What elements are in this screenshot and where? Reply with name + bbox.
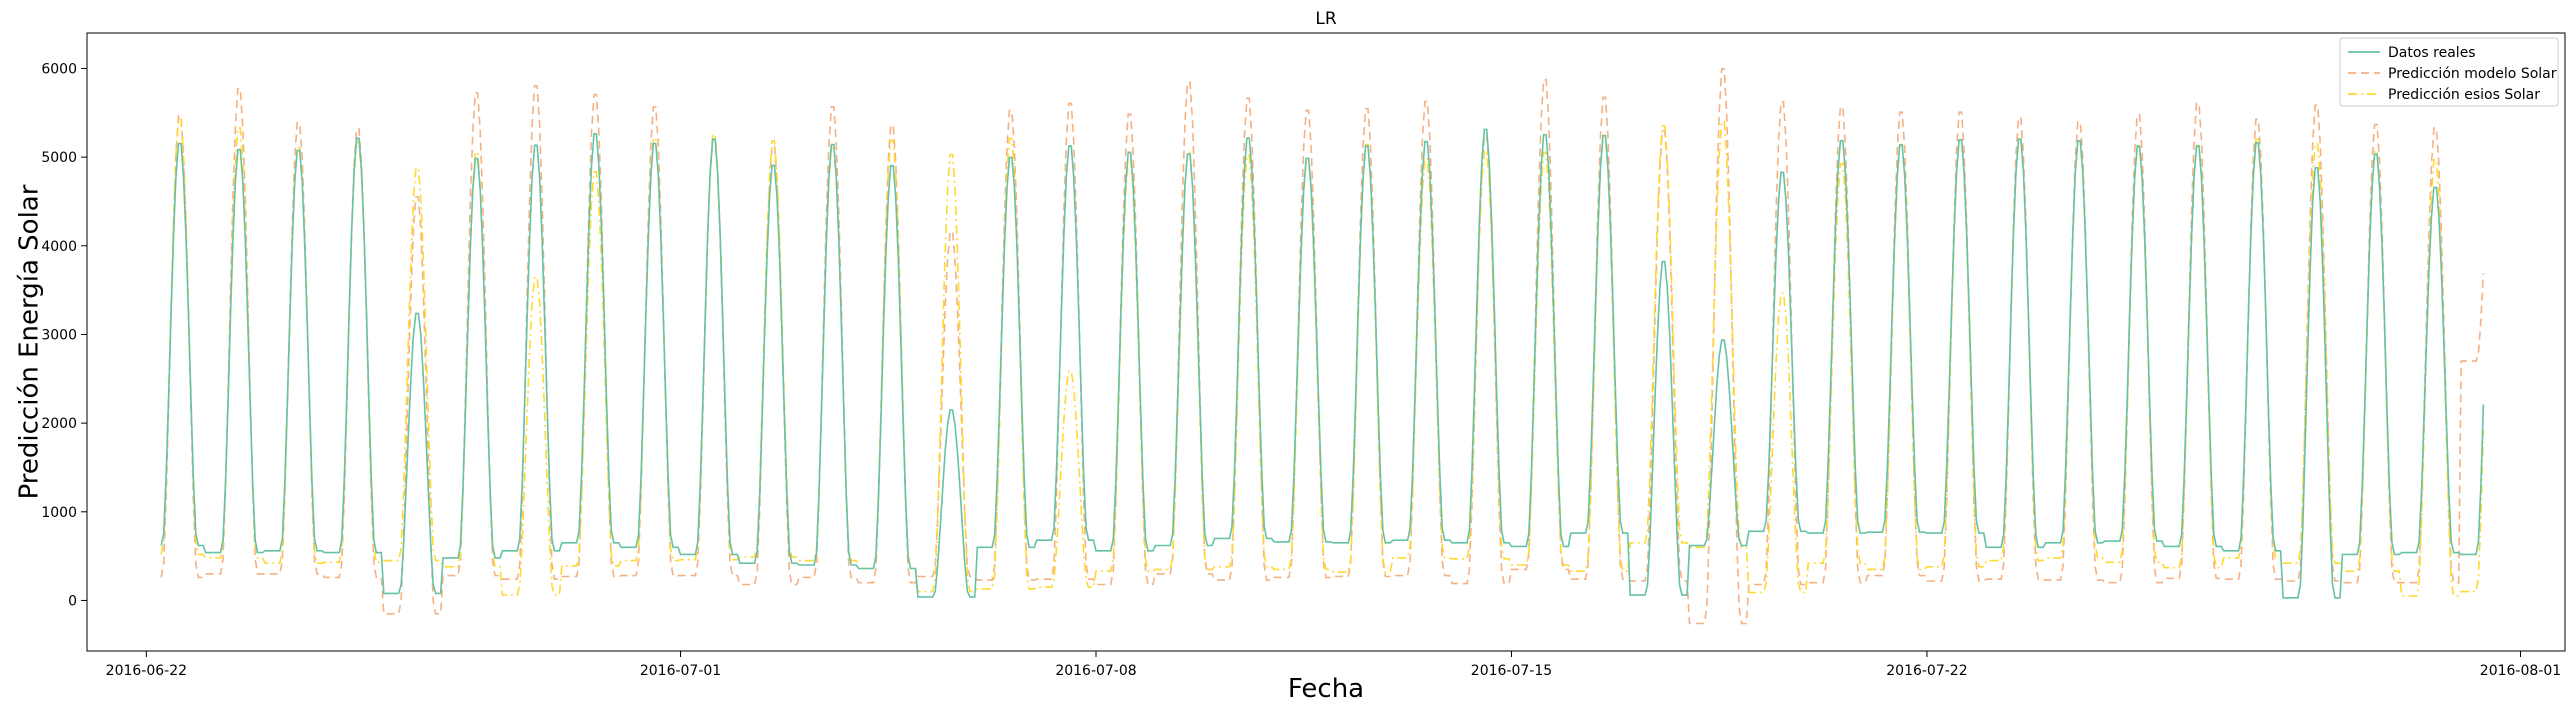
legend-box — [2339, 37, 2559, 107]
y-tick-label: 4000 — [41, 239, 77, 255]
x-tick-label: 2016-08-01 — [2480, 663, 2561, 679]
y-axis-ticks: 0 1000 2000 3000 4000 5000 6000 — [41, 61, 87, 609]
series-layer — [160, 68, 2485, 625]
y-axis-label: Predicción Energía Solar — [15, 184, 45, 499]
y-tick-label: 5000 — [41, 150, 77, 166]
x-axis-label: Fecha — [1288, 674, 1364, 704]
legend-label-1: Datos reales — [2388, 45, 2476, 61]
x-axis-ticks: 2016-06-22 2016-07-01 2016-07-08 2016-07-15… — [106, 651, 2561, 679]
chart-title: LR — [1315, 9, 1336, 29]
x-tick-label: 2016-07-01 — [640, 663, 721, 679]
y-tick-label: 0 — [68, 593, 77, 609]
y-tick-label: 1000 — [41, 505, 77, 521]
y-tick-label: 2000 — [41, 416, 77, 432]
x-tick-label: 2016-07-22 — [1886, 663, 1967, 679]
y-tick-label: 6000 — [41, 61, 77, 77]
series-line-3 — [160, 118, 2485, 597]
series-line-1 — [160, 128, 2485, 599]
x-tick-label: 2016-06-22 — [106, 663, 187, 679]
legend-label-2: Predicción modelo Solar — [2388, 66, 2557, 82]
plot-frame — [86, 32, 2566, 652]
legend: Datos reales Predicción modelo Solar Predi… — [2339, 37, 2559, 107]
x-tick-label: 2016-07-15 — [1471, 663, 1552, 679]
x-tick-label: 2016-07-08 — [1055, 663, 1136, 679]
legend-label-3: Predicción esios Solar — [2388, 87, 2540, 103]
y-tick-label: 3000 — [41, 327, 77, 343]
